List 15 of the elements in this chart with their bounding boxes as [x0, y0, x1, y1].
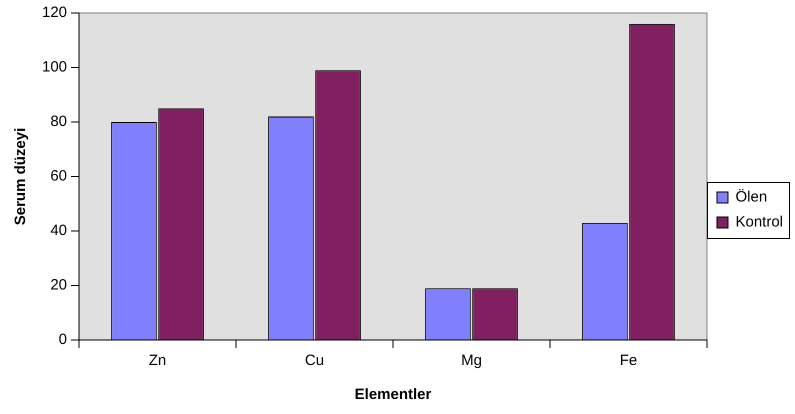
legend-label: Ölen: [735, 188, 768, 206]
x-tick-label: Zn: [148, 352, 166, 370]
y-tick-label: 120: [42, 4, 68, 22]
legend-label: Kontrol: [735, 214, 784, 231]
x-tick-label: Mg: [461, 352, 482, 370]
y-tick-label: 0: [58, 331, 68, 348]
x-tick-label: Cu: [304, 352, 324, 370]
y-tick-label: 60: [50, 168, 68, 185]
y-tick-label: 100: [42, 58, 68, 76]
y-tick-label: 80: [50, 113, 68, 130]
y-tick-label: 20: [50, 276, 68, 294]
x-tick-label: Fe: [620, 352, 638, 370]
y-axis-title: Serum düzeyi: [12, 128, 30, 226]
y-tick-label: 40: [50, 222, 68, 240]
x-axis-title: Elementler: [354, 386, 432, 404]
